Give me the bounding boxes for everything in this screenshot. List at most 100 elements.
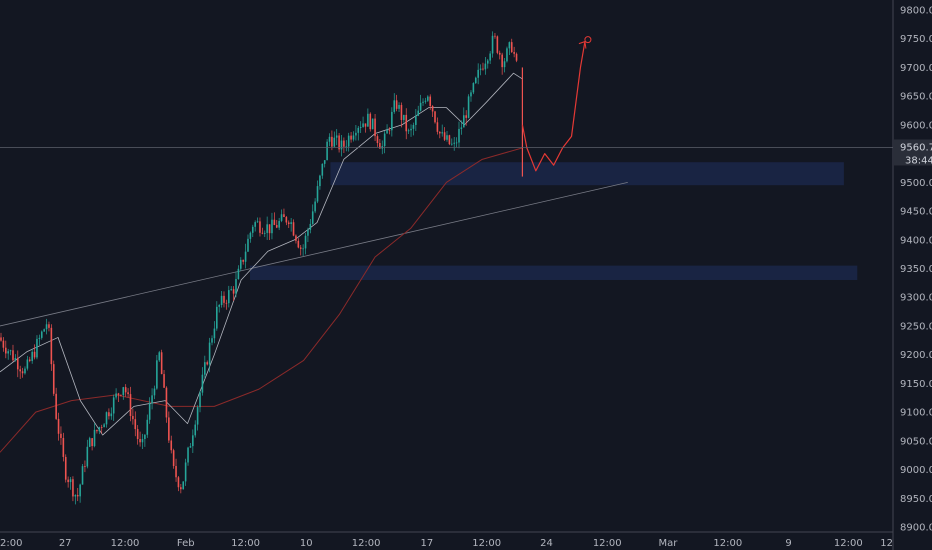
candle-body <box>278 220 280 228</box>
candle-body <box>2 340 5 348</box>
candle-body <box>304 235 307 249</box>
candle-body <box>295 235 297 241</box>
candle-body <box>443 132 446 140</box>
time-axis[interactable]: 2:00 27 12:00 Feb 12:00 10 12:00 17 12:00 24 12:00… <box>0 531 893 549</box>
price-tick-label: 8900.00 <box>900 523 932 534</box>
candle-body <box>232 289 235 294</box>
candle-body <box>357 127 360 133</box>
candle-body <box>429 96 432 106</box>
candle-body <box>405 114 408 132</box>
candle-body <box>403 114 405 120</box>
candle-body <box>261 232 264 234</box>
candle-body <box>21 371 24 374</box>
candle-body <box>398 105 400 109</box>
candle-body <box>45 324 48 330</box>
candle-body <box>28 359 31 361</box>
candle-body <box>496 36 499 53</box>
candle-body <box>38 337 41 339</box>
candle-body <box>110 413 113 417</box>
candle-body <box>283 214 285 218</box>
candle-body <box>194 424 197 436</box>
candle-body <box>9 350 12 352</box>
candle-body <box>158 352 161 361</box>
candle-body <box>122 387 125 396</box>
fast-moving-average <box>0 72 523 436</box>
candle-body <box>482 68 484 70</box>
candle-body <box>491 35 494 54</box>
candle-body <box>7 351 9 354</box>
candle-body <box>515 53 518 61</box>
candle-body <box>4 347 7 354</box>
candle-body <box>160 352 163 375</box>
candle-body <box>26 359 29 369</box>
price-tick-label: 9450.00 <box>900 207 932 218</box>
candle-body <box>319 175 321 187</box>
price-tick-label: 9150.00 <box>900 379 932 390</box>
projection-drawing <box>521 36 592 172</box>
price-tick-label: 9700.00 <box>900 63 932 74</box>
candle-body <box>422 101 424 103</box>
candle-body <box>24 368 26 374</box>
candle-body <box>247 238 249 252</box>
projection-path <box>521 41 586 172</box>
candle-body <box>192 435 194 447</box>
candle-body <box>170 440 173 451</box>
candle-body <box>299 247 302 249</box>
candle-body <box>206 362 209 365</box>
candle-body <box>513 52 515 54</box>
time-tick-label: 17 <box>420 538 433 549</box>
candle-body <box>379 143 381 149</box>
candle-body <box>333 137 336 147</box>
candle-body <box>501 54 503 68</box>
candle-body <box>69 479 72 483</box>
candle-body <box>338 135 340 150</box>
price-tick-label: 9500.00 <box>900 178 932 189</box>
candle-body <box>412 124 415 129</box>
candle-body <box>242 259 244 262</box>
candle-body <box>172 450 175 466</box>
candle-body <box>314 201 316 212</box>
price-tick-label: 9300.00 <box>900 293 932 304</box>
candle-body <box>434 111 436 123</box>
candle-body <box>263 232 266 234</box>
candle-body <box>208 342 211 365</box>
candle-body <box>352 135 355 140</box>
candle-body <box>256 221 259 223</box>
candle-body <box>287 222 290 224</box>
candle-body <box>275 224 278 228</box>
candle-body <box>268 224 271 234</box>
candle-body <box>163 374 165 388</box>
time-tick-label: 12:00 <box>231 538 260 549</box>
candle-body <box>474 77 477 84</box>
candle-body <box>218 304 221 307</box>
candle-body <box>460 127 463 129</box>
candle-body <box>417 110 420 116</box>
candle-body <box>472 83 475 93</box>
candle-body <box>271 219 273 234</box>
candle-body <box>55 393 57 419</box>
candle-body <box>201 374 204 393</box>
candle-body <box>448 135 451 145</box>
candle-body <box>132 415 134 420</box>
candle-body <box>345 146 348 148</box>
candle-body <box>506 48 508 62</box>
candle-body <box>230 289 232 291</box>
candle-body <box>431 105 434 112</box>
candle-body <box>307 229 309 236</box>
candle-body <box>81 466 84 485</box>
candle-body <box>479 68 482 70</box>
candle-body <box>280 214 283 221</box>
price-tick-label: 9350.00 <box>900 264 932 275</box>
candle-body <box>323 160 326 164</box>
candle-body <box>458 128 460 143</box>
candle-body <box>347 135 350 147</box>
candle-body <box>60 433 62 438</box>
candle-body <box>124 387 127 393</box>
candle-body <box>419 102 422 111</box>
candle-body <box>84 466 86 467</box>
candle-body <box>36 338 38 358</box>
candle-body <box>393 100 396 112</box>
candle-body <box>362 123 364 127</box>
candle-body <box>350 135 352 140</box>
